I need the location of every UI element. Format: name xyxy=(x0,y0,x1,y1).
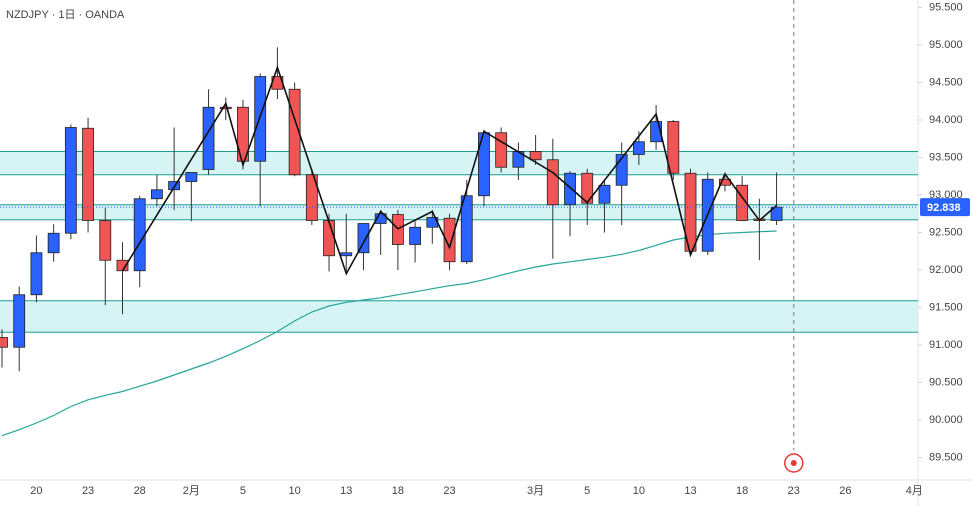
candle-body xyxy=(667,121,680,174)
moving-average xyxy=(1,230,777,437)
plot-area xyxy=(0,0,922,473)
chart-title: NZDJPY · 1日 · OANDA xyxy=(6,9,125,21)
candle-body xyxy=(13,294,26,348)
candle-body xyxy=(770,206,783,221)
candle-body xyxy=(684,172,697,252)
candle-body xyxy=(82,127,94,221)
candle-body xyxy=(323,220,335,257)
zigzag xyxy=(121,65,778,276)
x-tick-label: 5 xyxy=(240,485,246,497)
candle-body xyxy=(219,106,232,110)
candle-body xyxy=(151,189,163,200)
candle-body xyxy=(357,223,370,254)
candle-body xyxy=(495,132,508,168)
candle-body xyxy=(443,217,456,263)
candle-body xyxy=(529,151,542,161)
x-tick-label: 23 xyxy=(82,485,94,497)
candle-body xyxy=(340,252,353,257)
y-tick-label: 92.000 xyxy=(929,264,963,276)
x-tick-label: 4月 xyxy=(906,485,923,497)
x-tick-label: 10 xyxy=(288,485,300,497)
x-tick-label: 13 xyxy=(684,485,696,497)
candle-body xyxy=(736,184,749,221)
candle-body xyxy=(0,337,8,348)
candle-body xyxy=(374,213,387,224)
zone xyxy=(0,151,918,175)
x-tick-label: 18 xyxy=(736,485,748,497)
candle-body xyxy=(237,106,249,162)
candle-body xyxy=(168,181,181,191)
candle-body xyxy=(99,220,112,261)
x-tick-label: 23 xyxy=(788,485,800,497)
candle-body xyxy=(202,106,215,170)
zone xyxy=(0,300,918,333)
candle-body xyxy=(185,172,198,182)
candle-body xyxy=(288,88,301,176)
x-tick-label: 26 xyxy=(839,485,851,497)
candle-body xyxy=(650,121,662,143)
x-tick-label: 5 xyxy=(584,485,590,497)
candle-body xyxy=(409,226,422,245)
candle-body xyxy=(47,232,60,254)
candle-body xyxy=(305,174,318,221)
x-tick-label: 20 xyxy=(30,485,42,497)
candle-body xyxy=(564,172,576,206)
last-price-label: 92.838 xyxy=(927,202,961,214)
candle-body xyxy=(64,127,77,234)
x-tick-label: 18 xyxy=(392,485,404,497)
y-tick-label: 94.000 xyxy=(929,114,963,126)
candle-body xyxy=(615,154,628,186)
y-tick-label: 91.000 xyxy=(929,339,963,351)
y-tick-label: 93.500 xyxy=(929,151,963,163)
x-tick-label: 23 xyxy=(443,485,455,497)
last-price-box xyxy=(920,198,970,217)
y-tick-label: 94.500 xyxy=(929,76,963,88)
candle-body xyxy=(133,198,146,272)
x-tick-label: 28 xyxy=(134,485,146,497)
candle-body xyxy=(30,252,43,296)
candle-body xyxy=(254,76,267,162)
candle-body xyxy=(460,195,473,263)
candle-body xyxy=(598,184,611,204)
y-tick-label: 95.500 xyxy=(929,1,963,13)
candle-body xyxy=(632,141,645,155)
x-tick-label: 10 xyxy=(633,485,645,497)
y-tick-label: 90.500 xyxy=(929,376,963,388)
y-tick-label: 90.000 xyxy=(929,414,963,426)
x-tick-label: 13 xyxy=(340,485,352,497)
x-tick-label: 2月 xyxy=(183,485,200,497)
y-tick-label: 89.500 xyxy=(929,451,963,463)
y-tick-label: 91.500 xyxy=(929,301,963,313)
y-tick-label: 92.500 xyxy=(929,226,963,238)
x-tick-label: 3月 xyxy=(527,485,544,497)
today-marker-dot xyxy=(790,460,797,466)
y-tick-label: 93.000 xyxy=(929,189,963,201)
candle-body xyxy=(546,159,559,206)
y-tick-label: 95.000 xyxy=(929,39,963,51)
